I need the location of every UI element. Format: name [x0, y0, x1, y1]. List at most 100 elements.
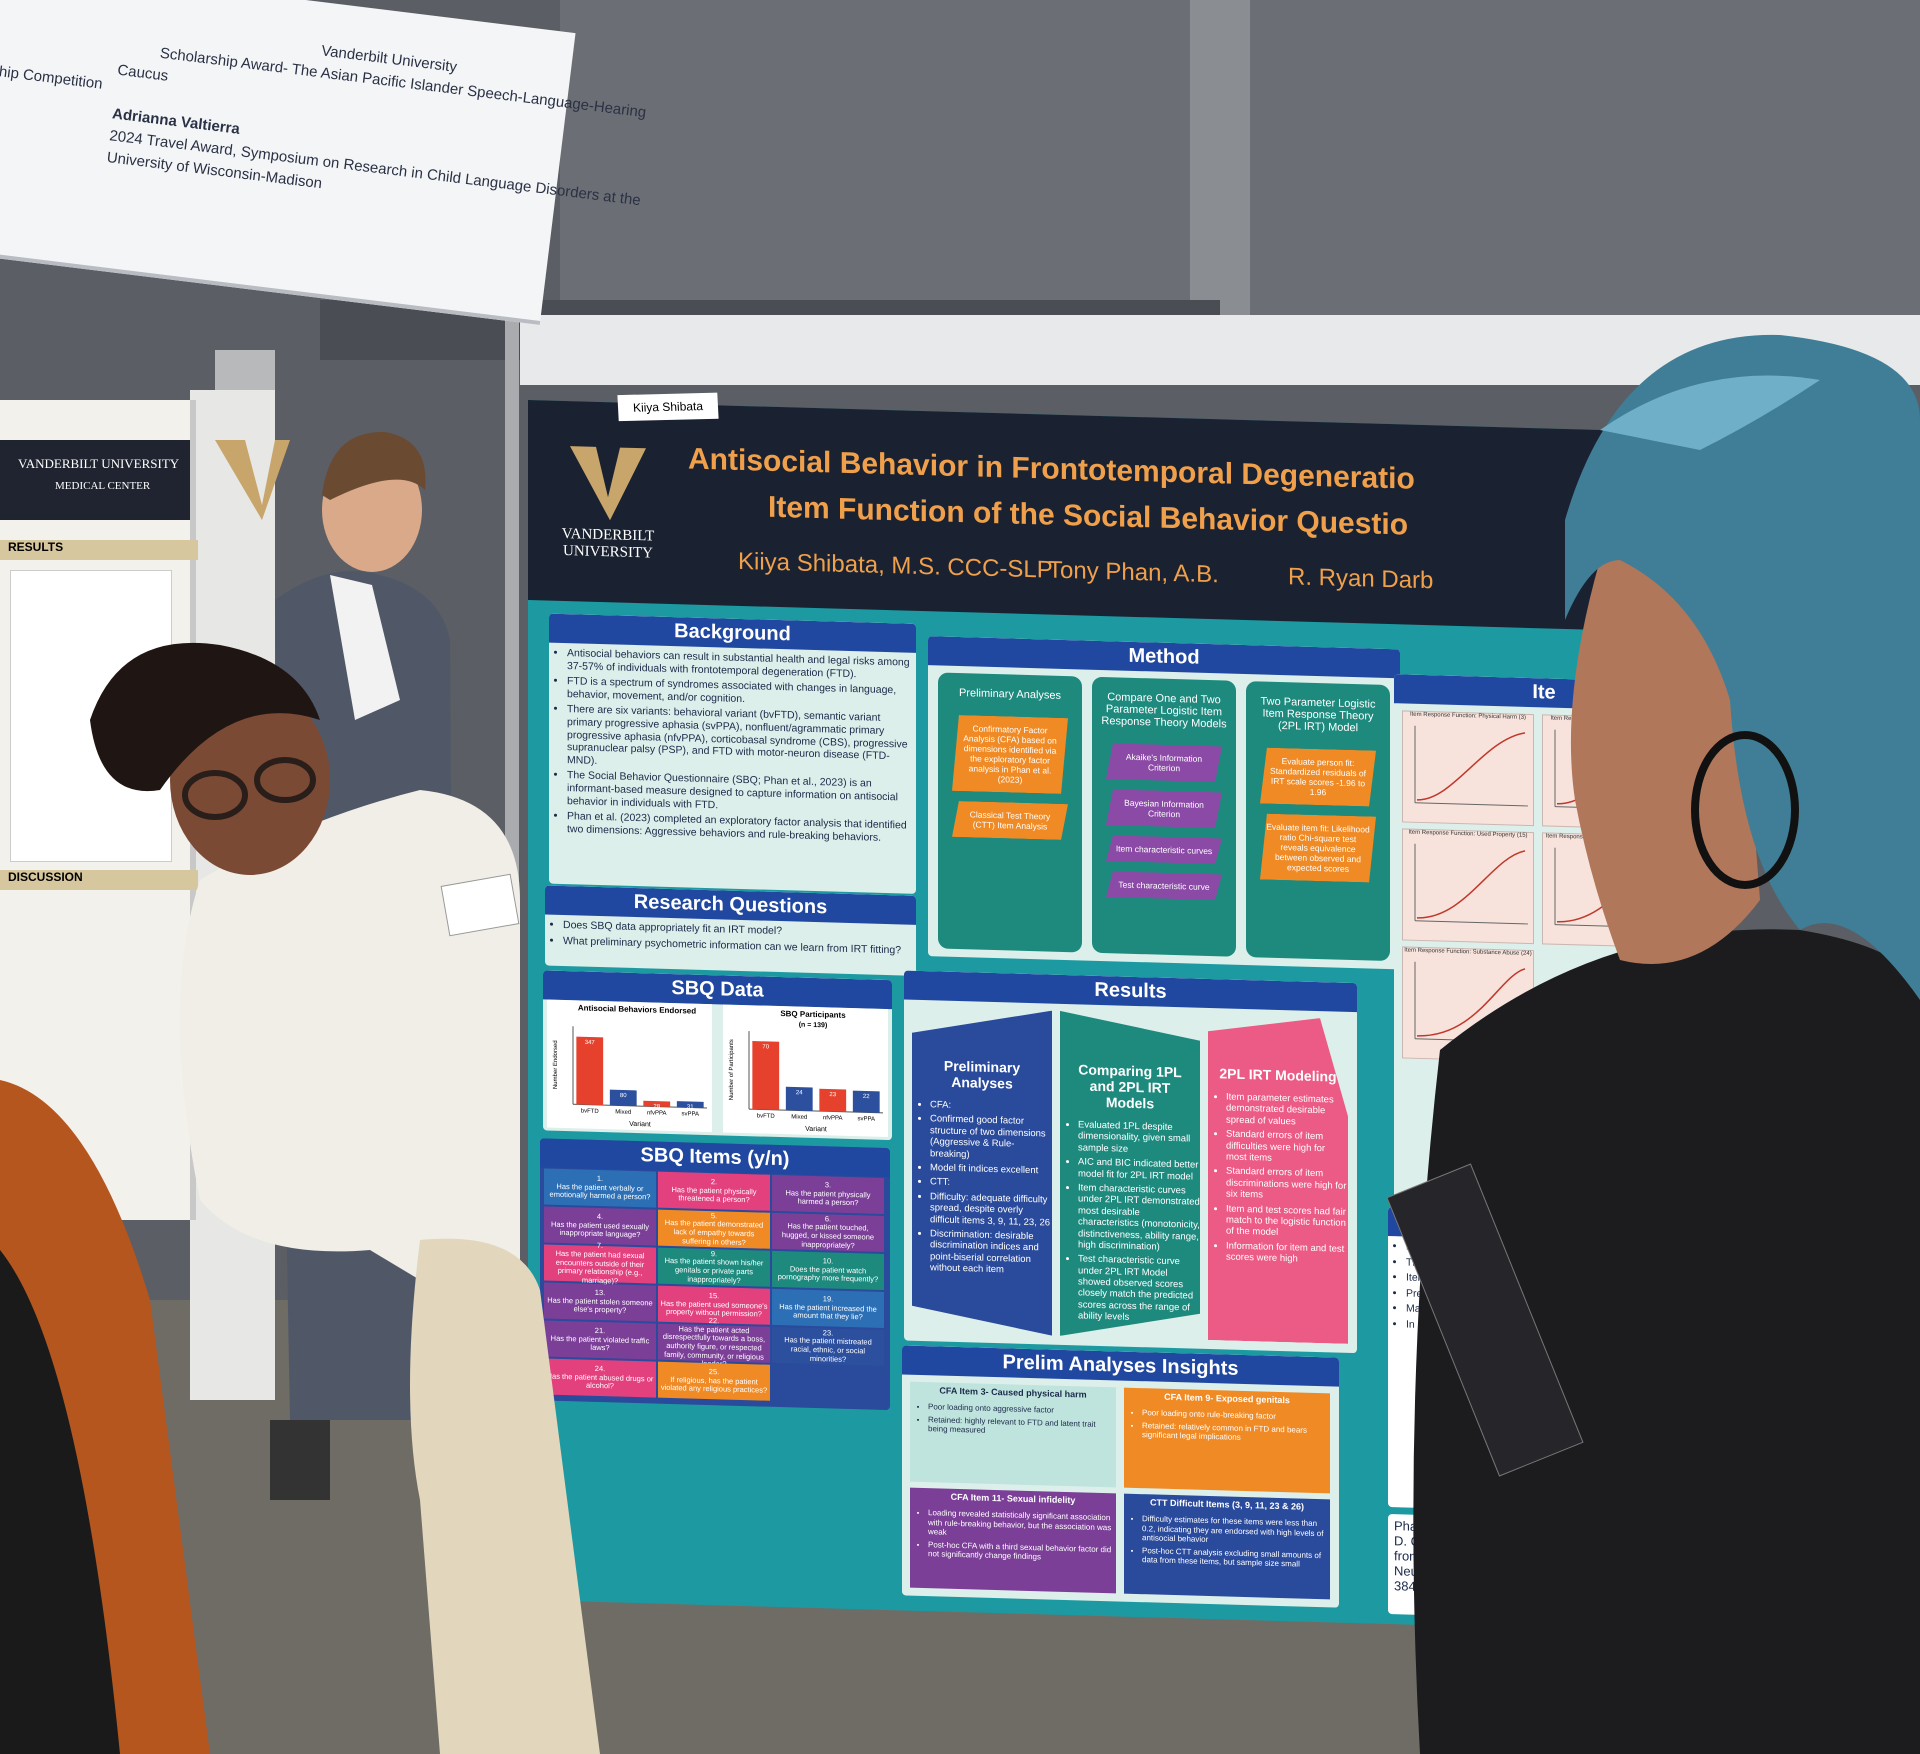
- bullet: Confirmed good factor structure of two d…: [930, 1114, 1052, 1163]
- screen-text: rship Competition: [0, 61, 104, 93]
- irf-plot: Item Response Function: Used Property (1…: [1402, 828, 1534, 945]
- item-text: Has the patient stolen someone else's pr…: [547, 1295, 653, 1316]
- bullet: AIC and BIC indicated better model fit f…: [1078, 1157, 1200, 1183]
- bar: [785, 1086, 813, 1111]
- column-title: 2PL IRT Modeling: [1219, 1065, 1337, 1085]
- y-axis-label: Number Endorsed: [553, 1040, 559, 1089]
- x-tick-label: nfvPPA: [647, 1110, 667, 1117]
- bullet: Information for item and test scores wer…: [1226, 1240, 1348, 1266]
- bullet-list: Evaluated 1PL despite dimensionality, gi…: [1060, 1119, 1200, 1326]
- item-cell: 21. Has the patient violated traffic laws…: [544, 1320, 656, 1360]
- insight-box: CFA Item 3- Caused physical harm Poor loa…: [910, 1381, 1116, 1488]
- item-content: 25. If religious, has the patient violate…: [660, 1367, 768, 1396]
- bar-chart: Antisocial Behaviors Endorsed Number Endo…: [547, 999, 712, 1133]
- item-cell: 1. Has the patient verbally or emotionall…: [544, 1168, 656, 1208]
- method-column: Compare One and Two Parameter Logistic I…: [1092, 676, 1236, 957]
- left-poster-header: VANDERBILT UNIVERSITY MEDICAL CENTER: [0, 440, 190, 520]
- result-column: Preliminary Analyses CFA:Confirmed good f…: [912, 1007, 1052, 1336]
- bullet: The Social Behavior Questionnaire (SBQ; …: [567, 769, 916, 817]
- bullet-list: Poor loading onto rule-breaking factorRe…: [1124, 1408, 1330, 1446]
- bar: [819, 1088, 847, 1112]
- reference-list: Phan, T. X D. O., & Da frontotemp Neuropsy 3…: [1388, 1514, 1688, 1605]
- insight-box: CFA Item 11- Sexual infidelity Loading re…: [910, 1487, 1116, 1594]
- item-text: Has the patient physically harmed a pers…: [785, 1187, 871, 1208]
- method-step: Item characteristic curves: [1106, 835, 1222, 864]
- item-grid: 1. Has the patient verbally or emotionall…: [544, 1168, 886, 1406]
- bullet: Item characteristic curves under 2PL IRT…: [1078, 1182, 1200, 1254]
- x-tick-label: Mixed: [615, 1109, 631, 1115]
- results-panel: Results Preliminary Analyses CFA:Confirme…: [904, 970, 1357, 1354]
- x-tick-label: nfvPPA: [823, 1115, 843, 1122]
- item-content: 4. Has the patient used sexually inapprop…: [546, 1212, 654, 1241]
- insight-box: CTT Difficult Items (3, 9, 11, 23 & 26) D…: [1124, 1493, 1330, 1600]
- item-text: Has the patient increased the amount tha…: [779, 1301, 877, 1322]
- chart-subtitle: (n = 139): [799, 1022, 828, 1030]
- method-step: Evaluate item fit: Likelihood ratio Chi-…: [1260, 813, 1376, 882]
- banner-logo: [215, 440, 290, 520]
- research-questions-panel: Research Questions Does SBQ data appropr…: [545, 885, 916, 976]
- item-text: Has the patient used sexually inappropri…: [551, 1219, 649, 1240]
- vanderbilt-logo: [570, 446, 646, 521]
- item-content: 9. Has the patient shown his/her genitals…: [660, 1248, 768, 1286]
- logo-text: VANDERBILT UNIVERSITY: [558, 526, 658, 563]
- bullet-list: Does SBQ data appropriately fit an IRT m…: [545, 918, 916, 957]
- irf-curve: [1556, 854, 1666, 923]
- bar: [609, 1089, 637, 1107]
- insight-title: CTT Difficult Items (3, 9, 11, 23 & 26): [1149, 1497, 1305, 1512]
- method-column: Two Parameter Logistic Item Response The…: [1246, 681, 1390, 962]
- insight-title: CFA Item 11- Sexual infidelity: [950, 1491, 1076, 1506]
- bullet: There are six variants: behavioral varia…: [567, 703, 916, 776]
- bullet: Standard errors of item discriminations …: [1226, 1166, 1348, 1204]
- method-step: Akaike's Information Criterion: [1106, 743, 1222, 782]
- background-panel: Background Antisocial behaviors can resu…: [549, 613, 916, 894]
- bullet-list: Item parameter estimates demonstrated de…: [1208, 1091, 1348, 1266]
- poster-header: VANDERBILT UNIVERSITY Kiiya Shibata Anti…: [528, 392, 1718, 634]
- sbq-charts: Antisocial Behaviors Endorsed Number Endo…: [547, 999, 888, 1138]
- insight-box: CFA Item 9- Exposed genitals Poor loading…: [1124, 1387, 1330, 1494]
- author: Kiiya Shibata, M.S. CCC-SLP: [738, 547, 1053, 584]
- insight-title: CFA Item 9- Exposed genitals: [1164, 1391, 1290, 1406]
- item-cell: 4. Has the patient used sexually inapprop…: [544, 1206, 656, 1246]
- plot-area: [1554, 847, 1668, 929]
- x-tick-label: svPPA: [681, 1111, 699, 1117]
- bullet: Retained: relatively common in FTD and b…: [1142, 1421, 1330, 1445]
- value-label: 347: [585, 1040, 596, 1046]
- bullet-list: Larger sampleThe SBQ cItems 1, 2Prelimin…: [1388, 1240, 1688, 1339]
- bullet: Item and test scores had fair match to t…: [1226, 1203, 1348, 1241]
- value-label: 24: [796, 1090, 803, 1096]
- left-poster-discussion: DISCUSSION: [0, 870, 198, 890]
- x-tick-label: Mixed: [791, 1114, 807, 1120]
- name-tag: Kiiya Shibata: [617, 392, 719, 422]
- item-cell: 25. If religious, has the patient violate…: [658, 1361, 770, 1401]
- section-heading: Results: [904, 970, 1357, 1013]
- item-text: Has the patient violated traffic laws?: [550, 1333, 650, 1353]
- irf-curve: [1416, 968, 1526, 1037]
- bullet: Post-hoc CFA with a third sexual behavio…: [928, 1540, 1116, 1564]
- item-content: 19. Has the patient increased the amount …: [774, 1294, 882, 1323]
- item-cell: 6. Has the patient touched, hugged, or ki…: [772, 1212, 884, 1252]
- item-cell: 7. Has the patient had sexual encounters …: [544, 1241, 656, 1285]
- method-step: Test characteristic curve: [1106, 871, 1222, 900]
- author: Tony Phan, A.B.: [1048, 556, 1219, 589]
- method-panel: Method Preliminary Analyses Confirmatory …: [928, 636, 1400, 970]
- discussion-panel: Dis Larger sampleThe SBQ cItems 1, 2Prel…: [1388, 1207, 1688, 1516]
- logo-line: UNIVERSITY: [563, 542, 653, 562]
- item-text: Has the patient verbally or emotionally …: [549, 1181, 651, 1202]
- bullet: Item parameter estimates demonstrated de…: [1226, 1091, 1348, 1129]
- item-function-panel: Ite Item Response Function: Physical Har…: [1394, 674, 1694, 1210]
- bar: [852, 1090, 880, 1113]
- bullet: CFA:: [930, 1099, 1052, 1114]
- banner-stand: [190, 390, 275, 1400]
- item-content: 10. Does the patient watch pornography mo…: [774, 1256, 882, 1285]
- bullet-list: Difficulty estimates for these items wer…: [1124, 1514, 1330, 1571]
- item-cell: 10. Does the patient watch pornography mo…: [772, 1250, 884, 1290]
- bullet: Model fit indices excellent: [930, 1162, 1052, 1177]
- bullet-list: Poor loading onto aggressive factorRetai…: [910, 1402, 1116, 1440]
- bullet-list: Antisocial behaviors can result in subst…: [549, 647, 916, 846]
- item-cell: 2. Has the patient physically threatened …: [658, 1171, 770, 1211]
- section-heading: Background: [549, 613, 916, 653]
- bar: [643, 1100, 671, 1107]
- plot-area: [1414, 843, 1528, 925]
- item-content: 3. Has the patient physically harmed a pe…: [774, 1180, 882, 1209]
